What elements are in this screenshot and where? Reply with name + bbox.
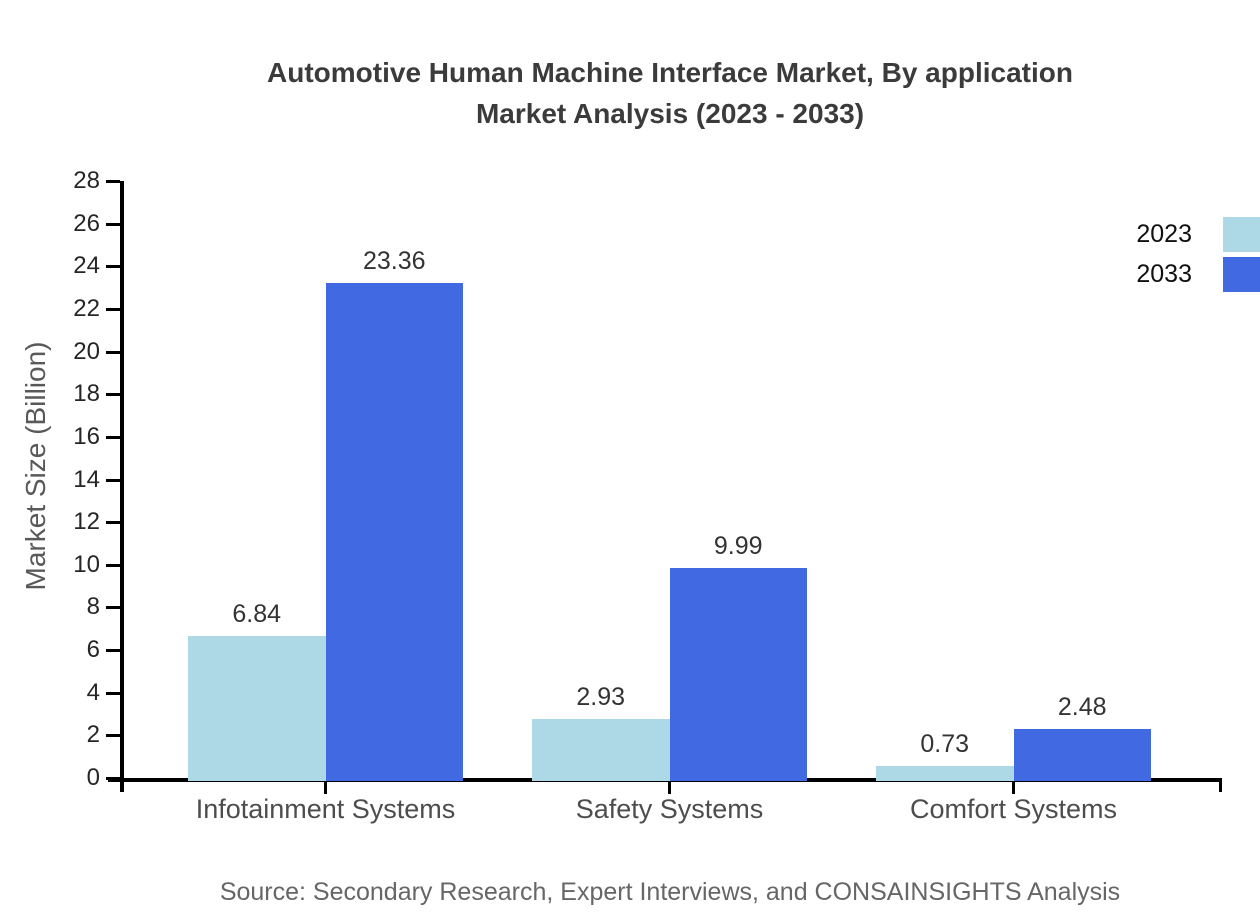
legend-swatch-2033	[1223, 257, 1260, 292]
chart-title-line1: Automotive Human Machine Interface Marke…	[267, 57, 1073, 88]
y-tick-label: 18	[73, 380, 100, 408]
bar-value-label: 0.73	[920, 729, 970, 758]
y-tick-mark	[106, 777, 120, 780]
bar-value-label: 2.93	[576, 683, 626, 712]
y-tick-mark	[106, 691, 120, 695]
bar-value-label: 2.48	[1057, 692, 1107, 721]
y-tick-label: 14	[73, 465, 100, 493]
x-tick-mark	[668, 781, 671, 794]
bar-2033-comfort-systems	[1013, 728, 1151, 782]
x-tick-mark	[324, 781, 327, 794]
y-tick-label: 24	[73, 252, 100, 280]
x-axis-end-tick	[1219, 778, 1222, 792]
y-tick-mark	[106, 350, 120, 354]
y-tick-mark	[106, 563, 120, 567]
legend-item-2023: 2023	[1136, 217, 1260, 252]
source-attribution: Source: Secondary Research, Expert Inter…	[219, 878, 1121, 906]
y-tick-mark	[106, 435, 120, 439]
y-tick-label: 4	[86, 678, 100, 706]
y-axis-line	[120, 181, 124, 792]
legend: 2023 2033	[1136, 217, 1260, 297]
y-tick-mark	[106, 606, 120, 610]
bar-value-label: 23.36	[362, 247, 426, 276]
bar-2023-infotainment-systems	[188, 635, 326, 782]
y-tick-label: 8	[86, 593, 100, 621]
y-tick-mark	[106, 521, 120, 525]
y-tick-mark	[106, 265, 120, 269]
bar-value-label: 6.84	[232, 599, 282, 628]
category-label-infotainment-systems: Infotainment Systems	[195, 794, 456, 824]
y-tick-mark	[106, 478, 120, 482]
y-tick-mark	[106, 222, 120, 226]
bar-2033-infotainment-systems	[325, 283, 463, 782]
y-tick-label: 10	[73, 550, 100, 578]
y-tick-mark	[106, 393, 120, 397]
y-tick-label: 28	[73, 167, 100, 194]
bar-2023-safety-systems	[532, 719, 670, 782]
legend-label-2023: 2023	[1136, 220, 1192, 248]
chart-title-line2: Market Analysis (2023 - 2033)	[475, 98, 865, 129]
y-tick-label: 12	[73, 508, 100, 536]
category-label-safety-systems: Safety Systems	[575, 794, 764, 824]
category-label-comfort-systems: Comfort Systems	[909, 794, 1118, 824]
y-tick-label: 20	[73, 337, 100, 365]
y-tick-mark	[106, 734, 120, 738]
bar-value-label: 9.99	[713, 532, 763, 561]
y-tick-mark	[106, 307, 120, 311]
y-tick-label: 6	[86, 636, 100, 664]
bar-2023-comfort-systems	[876, 765, 1014, 782]
y-tick-label: 0	[86, 764, 100, 791]
y-tick-label: 22	[73, 294, 100, 322]
legend-item-2033: 2033	[1136, 257, 1260, 292]
x-tick-mark	[1012, 781, 1015, 794]
legend-label-2033: 2033	[1136, 260, 1192, 288]
y-tick-label: 2	[86, 721, 100, 749]
y-tick-mark	[106, 180, 120, 183]
y-tick-label: 16	[73, 422, 100, 450]
bar-2033-safety-systems	[669, 568, 807, 782]
y-tick-label: 26	[73, 209, 100, 237]
y-tick-mark	[106, 649, 120, 653]
chart-title: Automotive Human Machine Interface Marke…	[80, 52, 1260, 134]
legend-swatch-2023	[1223, 217, 1260, 252]
